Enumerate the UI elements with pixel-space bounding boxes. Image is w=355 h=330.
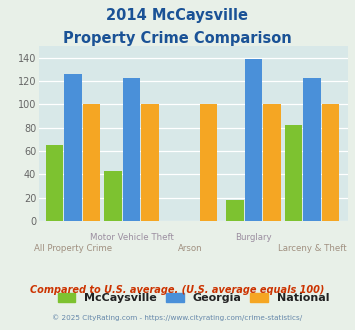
Text: Larceny & Theft: Larceny & Theft	[278, 245, 346, 253]
Bar	[263, 105, 281, 221]
Bar	[46, 145, 64, 221]
Text: All Property Crime: All Property Crime	[34, 245, 112, 253]
Text: Compared to U.S. average. (U.S. average equals 100): Compared to U.S. average. (U.S. average …	[30, 285, 325, 295]
Text: Arson: Arson	[178, 245, 202, 253]
Text: © 2025 CityRating.com - https://www.cityrating.com/crime-statistics/: © 2025 CityRating.com - https://www.city…	[53, 314, 302, 321]
Bar	[245, 59, 262, 221]
Bar	[303, 78, 321, 221]
Bar	[200, 105, 217, 221]
Text: 2014 McCaysville: 2014 McCaysville	[106, 8, 248, 23]
Bar	[285, 125, 302, 221]
Bar	[226, 200, 244, 221]
Text: Property Crime Comparison: Property Crime Comparison	[63, 31, 292, 46]
Bar	[322, 105, 339, 221]
Text: Motor Vehicle Theft: Motor Vehicle Theft	[90, 233, 174, 242]
Bar	[141, 105, 159, 221]
Bar	[123, 78, 140, 221]
Bar	[83, 105, 100, 221]
Bar	[64, 74, 82, 221]
Text: Burglary: Burglary	[235, 233, 272, 242]
Bar	[104, 171, 122, 221]
Legend: McCaysville, Georgia, National: McCaysville, Georgia, National	[58, 293, 329, 303]
